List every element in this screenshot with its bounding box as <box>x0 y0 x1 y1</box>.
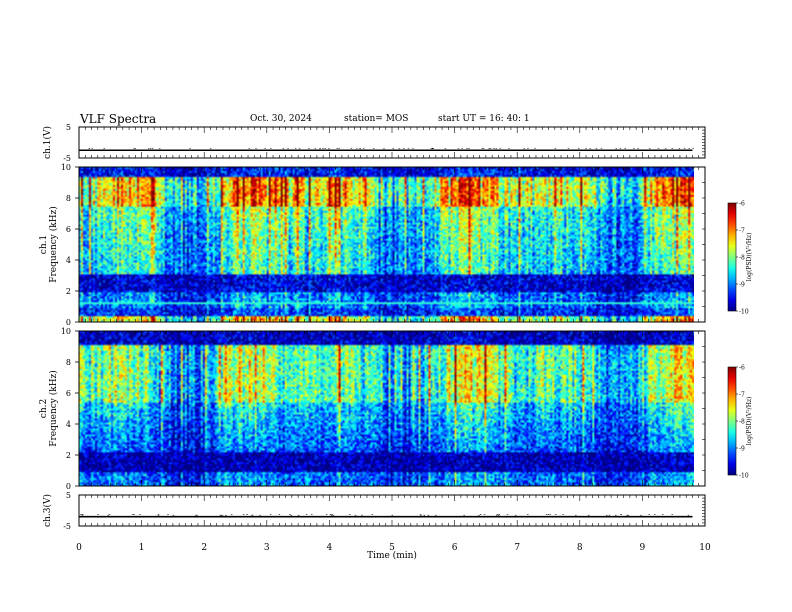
xtick-label: 6 <box>452 543 458 553</box>
xtick-label: 10 <box>699 543 711 553</box>
colorbar-ch1 <box>727 202 737 312</box>
ytick-label: 10 <box>61 327 71 336</box>
ylabel: ch.2Frequency (kHz) <box>39 370 59 447</box>
colorbar-tick-label: -6 <box>739 365 745 372</box>
colorbar-tick-label: -10 <box>739 309 749 316</box>
xtick-label: 0 <box>76 543 82 553</box>
ytick-label: -5 <box>63 522 71 531</box>
ylabel: ch.1Frequency (kHz) <box>39 206 59 283</box>
ytick-label: 5 <box>66 123 71 132</box>
panel-4: 5 -5 ch.3(V) 0 1 2 3 4 5 6 7 8 9 10 Time (min) <box>42 491 711 561</box>
ytick-label: 4 <box>66 256 71 265</box>
ytick-label: -5 <box>63 154 71 163</box>
xtick-label: 2 <box>201 543 207 553</box>
ytick-label: 10 <box>61 163 71 172</box>
ytick-label: 2 <box>66 451 71 460</box>
ylabel: ch.1(V) <box>42 126 53 159</box>
ytick-label: 0 <box>66 482 71 491</box>
ytick-label: 2 <box>66 287 71 296</box>
ytick-label: 8 <box>66 358 71 367</box>
xlabel: Time (min) <box>367 550 417 561</box>
xtick-label: 7 <box>514 543 520 553</box>
date-label: Oct. 30, 2024 <box>250 114 312 124</box>
ylabel: ch.3(V) <box>42 494 53 527</box>
colorbar-tick-label: -7 <box>739 392 745 399</box>
ytick-label: 4 <box>66 420 71 429</box>
colorbar-label: log(PSD)(V²/Hz) <box>746 233 753 282</box>
ytick-label: 6 <box>66 389 71 398</box>
spectrogram-ch1 <box>79 167 694 322</box>
ytick-label: 8 <box>66 194 71 203</box>
colorbar-ch2 <box>727 366 737 476</box>
panel-3: 0 2 4 6 8 10 ch.2Frequency (kHz) -6 -7 -8 -9 -10 log… <box>39 327 753 491</box>
ylabel-frequency: Frequency (kHz) <box>48 206 59 283</box>
ytick-label: 6 <box>66 225 71 234</box>
xtick-label: 1 <box>139 543 145 553</box>
panel-2: 0 2 4 6 8 10 ch.1Frequency (kHz) -6 -7 -8 -9 -10 log… <box>39 163 753 327</box>
start-time-label: start UT = 16: 40: 1 <box>438 114 530 124</box>
ylabel-frequency: Frequency (kHz) <box>48 370 59 447</box>
ylabel-channel: ch.2 <box>39 399 49 418</box>
xtick-label: 3 <box>264 543 270 553</box>
ytick-label: 0 <box>66 318 71 327</box>
figure-title: VLF Spectra <box>80 112 157 126</box>
colorbar-tick-label: -6 <box>739 201 745 208</box>
xtick-label: 8 <box>577 543 583 553</box>
colorbar-tick-label: -9 <box>739 446 745 453</box>
xtick-label: 5 <box>389 543 395 553</box>
colorbar-tick-label: -10 <box>739 473 749 480</box>
ylabel-channel: ch.1 <box>39 235 49 254</box>
station-label: station= MOS <box>344 114 409 124</box>
xtick-label: 9 <box>640 543 646 553</box>
ytick-label: 5 <box>66 491 71 500</box>
colorbar-tick-label: -8 <box>739 419 745 426</box>
colorbar-tick-label: -8 <box>739 255 745 262</box>
colorbar-tick-label: -7 <box>739 228 745 235</box>
colorbar-tick-label: -9 <box>739 282 745 289</box>
panel-1: 5 -5 ch.1(V) <box>42 123 706 163</box>
colorbar-label: log(PSD)(V²/Hz) <box>746 397 753 446</box>
xtick-label: 4 <box>327 543 333 553</box>
spectrogram-ch2 <box>79 331 694 486</box>
